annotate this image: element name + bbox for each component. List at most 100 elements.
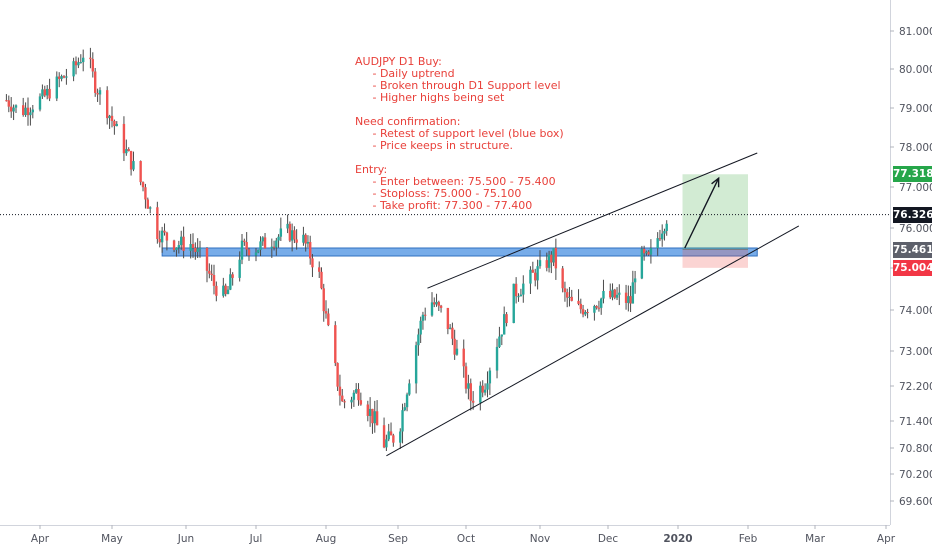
candle-body-up xyxy=(408,383,411,395)
candle-body-down xyxy=(658,238,662,240)
candle-body-up xyxy=(82,57,85,63)
price-tick-label: 69.600 xyxy=(899,496,932,508)
candle-body-down xyxy=(624,292,628,303)
candle-body-up xyxy=(238,259,241,278)
candle-body-down xyxy=(165,232,169,241)
candle-body-up xyxy=(430,302,434,316)
candle-body-up xyxy=(502,314,506,335)
candle-body-up xyxy=(108,115,111,119)
candle-body-up xyxy=(649,248,653,255)
candle-body-up xyxy=(421,314,425,321)
candle-body-down xyxy=(462,348,465,367)
time-tick-label: Nov xyxy=(530,533,551,545)
price-tick-label: 80.000 xyxy=(899,64,932,76)
candle-body-up xyxy=(55,76,58,99)
candle-body-down xyxy=(336,363,339,387)
candle-body-down xyxy=(243,240,246,243)
channel-upper-trendline xyxy=(427,152,758,289)
candle-body-up xyxy=(41,89,44,97)
candle-body-down xyxy=(106,90,109,119)
time-tick-label: Oct xyxy=(457,533,475,545)
candle-body-down xyxy=(96,92,99,95)
price-tick-label: 76.000 xyxy=(899,223,932,235)
candle-body-up xyxy=(125,149,128,154)
candle-body-down xyxy=(343,401,346,403)
candle-body-up xyxy=(547,254,551,268)
candle-body-up xyxy=(665,223,668,231)
candle-body-down xyxy=(48,88,51,99)
candle-body-up xyxy=(467,383,470,389)
time-tick-label: Apr xyxy=(877,533,896,545)
candle-body-down xyxy=(595,306,598,308)
drawings-layer xyxy=(0,152,890,457)
time-tick-label: Dec xyxy=(598,533,619,545)
candle-body-down xyxy=(424,314,427,316)
candle-body-up xyxy=(615,294,619,298)
annotation-line: - Stoploss: 75.000 - 75.100 xyxy=(355,187,522,200)
candle-body-down xyxy=(531,269,535,273)
time-tick-label: May xyxy=(101,533,123,545)
candle-body-down xyxy=(469,383,472,401)
candle-body-up xyxy=(522,283,525,295)
candle-body-up xyxy=(663,230,666,234)
candle-body-down xyxy=(156,207,159,240)
candle-body-down xyxy=(141,182,145,188)
candle-body-up xyxy=(65,76,68,78)
candle-body-down xyxy=(629,296,632,304)
candle-body-down xyxy=(311,258,314,268)
candle-body-up xyxy=(290,230,294,241)
candle-body-up xyxy=(352,392,356,400)
candle-body-up xyxy=(519,294,523,297)
candle-body-down xyxy=(172,240,176,251)
channel-lower-trendline xyxy=(386,225,800,457)
time-axis[interactable]: Apr May Jun Jul Aug Sep Oct Nov Dec 2020 Feb Mar Apr xyxy=(31,525,896,545)
candle-body-down xyxy=(453,338,456,355)
candle-body-up xyxy=(302,234,305,243)
stop-price-tag: 75.004 xyxy=(893,259,932,276)
candle-body-up xyxy=(279,228,283,237)
candle-body-down xyxy=(320,271,323,289)
price-axis[interactable]: 81.000 80.000 79.000 78.000 77.000 76.000 75.0… xyxy=(890,26,932,508)
time-tick-label: Aug xyxy=(316,533,337,545)
candle-body-up xyxy=(222,285,225,296)
candle-body-up xyxy=(254,252,258,256)
candle-body-up xyxy=(399,431,402,443)
candle-body-up xyxy=(38,96,42,110)
annotation-line: Entry: xyxy=(355,163,388,176)
candle-body-up xyxy=(498,336,501,347)
target-price-tag: 77.318 xyxy=(893,166,932,183)
candle-body-up xyxy=(14,105,18,108)
candle-body-down xyxy=(113,120,116,127)
candle-body-down xyxy=(322,288,325,312)
candle-body-up xyxy=(132,161,135,170)
zones-layer xyxy=(161,174,758,268)
candle-body-up xyxy=(631,282,635,304)
annotation-line: - Price keeps in structure. xyxy=(355,139,513,152)
candle-body-down xyxy=(182,236,185,251)
candle-body-up xyxy=(645,251,648,254)
candle-body-down xyxy=(43,89,46,96)
candle-body-down xyxy=(212,275,216,286)
candle-body-down xyxy=(7,100,10,107)
candle-body-up xyxy=(419,320,422,335)
candle-body-down xyxy=(563,288,567,293)
candle-body-up xyxy=(12,107,15,112)
candle-body-down xyxy=(22,105,25,115)
candle-body-up xyxy=(354,389,358,393)
candle-body-down xyxy=(205,247,209,271)
candle-body-down xyxy=(471,400,475,403)
candle-body-down xyxy=(545,260,548,268)
candle-body-down xyxy=(597,307,601,309)
candle-body-up xyxy=(385,439,388,448)
candle-body-up xyxy=(618,292,621,295)
price-tick-label: 70.800 xyxy=(899,443,932,455)
candle-body-down xyxy=(359,400,363,405)
candle-body-down xyxy=(231,274,234,278)
time-tick-label: Mar xyxy=(805,533,825,545)
candle-body-down xyxy=(263,237,267,249)
candle-body-up xyxy=(79,62,82,64)
candle-body-up xyxy=(593,306,596,313)
candle-body-down xyxy=(561,268,564,289)
candle-body-up xyxy=(229,274,232,290)
